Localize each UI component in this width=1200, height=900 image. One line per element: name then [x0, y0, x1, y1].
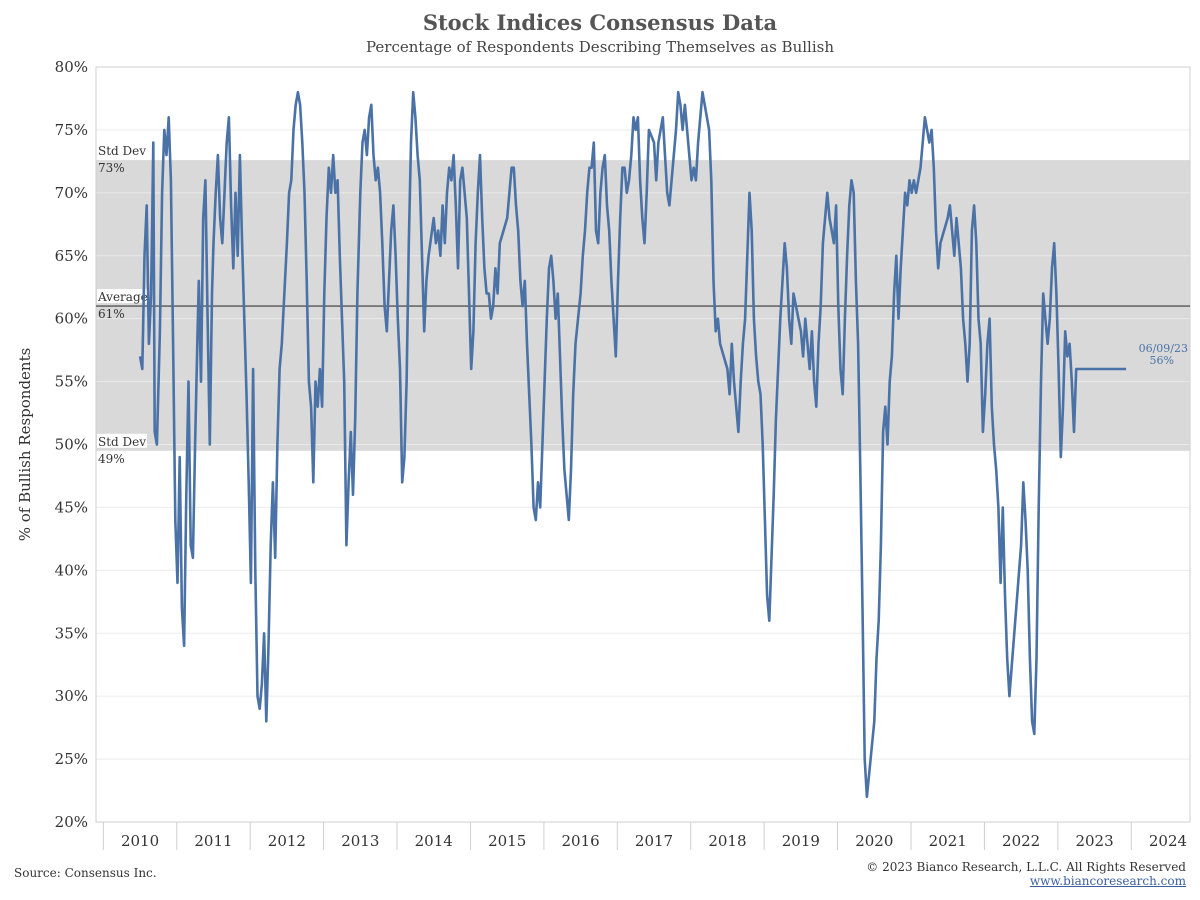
y-tick-label: 45% [55, 498, 88, 516]
y-tick-label: 35% [55, 624, 88, 642]
average-value-label: 61% [98, 307, 125, 321]
std-dev-value-label: 73% [98, 161, 125, 175]
x-tick-label: 2011 [194, 832, 232, 850]
chart-subtitle: Percentage of Respondents Describing The… [366, 38, 834, 56]
band-label-bg [97, 143, 147, 158]
y-tick-label: 50% [55, 436, 88, 454]
y-tick-label: 25% [55, 750, 88, 768]
source-note: Source: Consensus Inc. [14, 866, 157, 880]
x-tick-label: 2021 [929, 832, 967, 850]
end-value-label: 56% [1150, 354, 1174, 367]
std-dev-label: Std Dev [98, 144, 146, 158]
x-tick-label: 2017 [635, 832, 673, 850]
y-tick-label: 20% [55, 813, 88, 831]
x-tick-label: 2010 [121, 832, 159, 850]
y-tick-label: 30% [55, 687, 88, 705]
std-dev-value-label: 49% [98, 452, 125, 466]
y-tick-label: 60% [55, 310, 88, 328]
x-tick-label: 2016 [561, 832, 599, 850]
y-tick-label: 80% [55, 58, 88, 76]
end-date-label: 06/09/23 [1139, 342, 1188, 355]
x-tick-label: 2015 [488, 832, 526, 850]
y-tick-label: 70% [55, 184, 88, 202]
x-tick-label: 2019 [782, 832, 820, 850]
y-tick-label: 40% [55, 561, 88, 579]
x-tick-label: 2013 [341, 832, 379, 850]
y-tick-label: 65% [55, 247, 88, 265]
copyright-block: © 2023 Bianco Research, L.L.C. All Right… [866, 860, 1186, 888]
bullish-series-line [138, 90, 1127, 799]
copyright-text: © 2023 Bianco Research, L.L.C. All Right… [866, 860, 1186, 874]
std-dev-label: Std Dev [98, 435, 146, 449]
average-label: Average [97, 290, 148, 304]
website-link[interactable]: www.biancoresearch.com [1029, 874, 1186, 888]
y-tick-label: 55% [55, 373, 88, 391]
x-tick-label: 2014 [415, 832, 453, 850]
plot-frame [95, 66, 1191, 823]
band-label-bg [97, 433, 147, 448]
x-tick-label: 2018 [708, 832, 746, 850]
band-label-bg [97, 289, 147, 304]
y-axis-title: % of Bullish Respondents [16, 348, 34, 542]
x-tick-label: 2012 [268, 832, 306, 850]
chart-title: Stock Indices Consensus Data [422, 10, 778, 35]
y-tick-label: 75% [55, 121, 88, 139]
x-tick-label: 2022 [1002, 832, 1040, 850]
x-tick-label: 2024 [1149, 832, 1187, 850]
x-tick-label: 2020 [855, 832, 893, 850]
x-tick-label: 2023 [1075, 832, 1113, 850]
